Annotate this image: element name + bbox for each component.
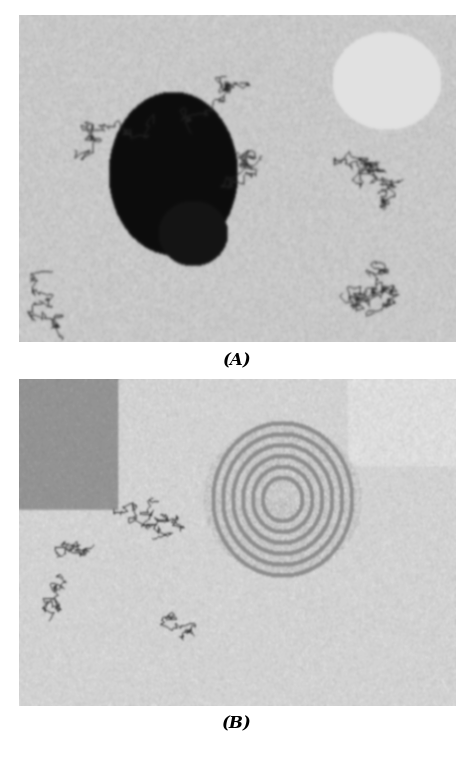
Text: (A): (A) bbox=[223, 352, 251, 369]
Text: (B): (B) bbox=[222, 716, 252, 733]
